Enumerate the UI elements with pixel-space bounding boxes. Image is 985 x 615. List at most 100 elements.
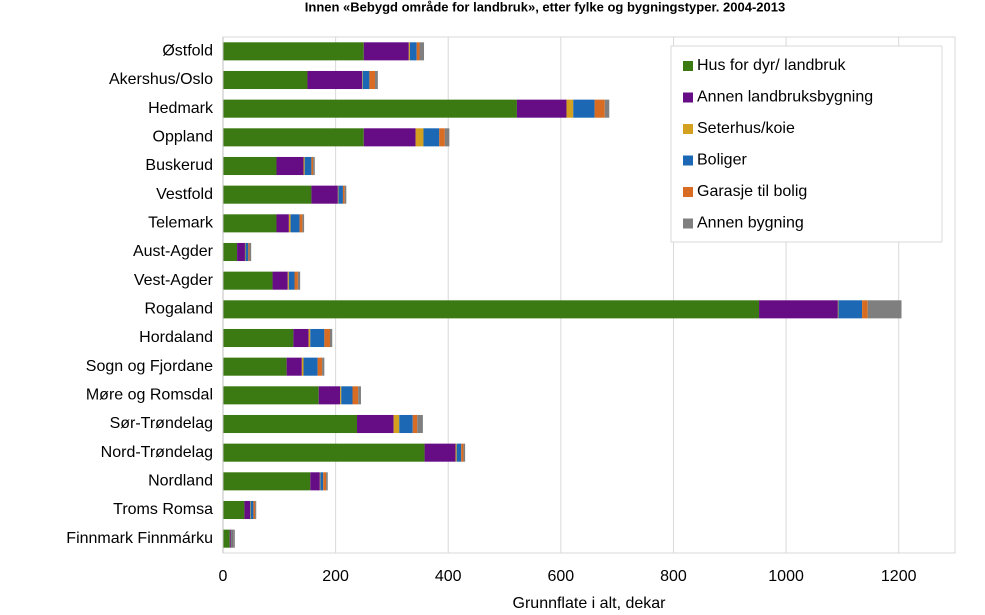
bar-segment [223, 214, 277, 233]
legend-label: Seterhus/koie [697, 120, 795, 137]
bar-segment [455, 443, 457, 462]
bar-segment [363, 128, 416, 147]
bar-segment [244, 242, 246, 262]
bar-segment [297, 271, 301, 290]
bar-segment [363, 42, 409, 61]
legend-swatch [683, 61, 693, 71]
bar-segment [313, 156, 315, 176]
bar-segment [358, 386, 361, 405]
bar-segment [223, 156, 277, 176]
y-tick-label: Telemark [148, 215, 214, 232]
bar-segment [323, 472, 327, 491]
bar-segment [326, 472, 328, 491]
y-tick-label: Akershus/Oslo [109, 71, 213, 88]
bar-segment [344, 185, 347, 204]
bar-segment [303, 156, 305, 176]
bar-segment [223, 414, 358, 434]
x-tick-label: 0 [219, 568, 228, 585]
y-tick-label: Vestfold [156, 186, 213, 203]
bar-segment [337, 185, 339, 204]
bar-segment [444, 128, 450, 147]
bar-segment [223, 185, 312, 204]
bar-segment [573, 99, 595, 118]
legend-swatch [683, 124, 693, 134]
bar-segment [338, 185, 343, 204]
bar-segment [461, 443, 464, 462]
bar-segment [249, 242, 252, 262]
bar-segment [250, 500, 251, 520]
y-tick-label: Troms Romsa [113, 501, 213, 518]
x-tick-label: 1200 [881, 568, 917, 585]
bar-segment [362, 70, 363, 90]
bar-segment [317, 357, 323, 376]
bar-segment [423, 128, 440, 147]
bar-segment [867, 300, 902, 319]
bar-segment [308, 328, 311, 348]
bar-segment [303, 357, 318, 376]
bar-segment [223, 529, 230, 548]
bar-segment [223, 42, 364, 61]
y-tick-label: Hordaland [139, 329, 213, 346]
y-tick-label: Møre og Romsdal [86, 387, 213, 404]
bar-segment [223, 328, 294, 348]
bar-segment [294, 271, 298, 290]
bar-segment [302, 214, 305, 233]
bar-segment [310, 328, 325, 348]
bar-segment [375, 70, 378, 90]
bar-segment [250, 500, 254, 520]
bar-segment [255, 500, 257, 520]
bar-segment [223, 500, 245, 520]
bar-segment [223, 357, 287, 376]
bar-segment [230, 529, 232, 548]
bar-segment [223, 271, 273, 290]
bar-segment [341, 386, 353, 405]
bar-segment [369, 70, 376, 90]
bar-segment [419, 42, 425, 61]
y-tick-label: Buskerud [145, 157, 213, 174]
bar-segment [276, 156, 304, 176]
bar-segment [417, 414, 423, 434]
bar-segment [288, 271, 295, 290]
bar-segment [352, 386, 359, 405]
bar-segment [223, 99, 517, 118]
bar-segment [232, 529, 234, 548]
y-tick-label: Vest-Agder [134, 272, 214, 289]
bar-segment [223, 443, 425, 462]
bar-segment [223, 128, 364, 147]
bar-segment [408, 42, 410, 61]
bar-segment [223, 386, 319, 405]
bar-segment [307, 70, 363, 90]
bar-segment [319, 472, 321, 491]
bar-segment [223, 70, 308, 90]
bar-segment [862, 300, 868, 319]
bar-segment [362, 70, 370, 90]
bar-segment [286, 357, 302, 376]
bar-segment [231, 529, 233, 548]
bar-segment [223, 472, 311, 491]
x-tick-label: 600 [547, 568, 574, 585]
bar-segment [415, 128, 424, 147]
bar-segment [299, 214, 303, 233]
bar-segment [759, 300, 838, 319]
bar-segment [837, 300, 839, 319]
legend-swatch [683, 218, 693, 229]
bar-segment [322, 357, 325, 376]
bar-segment [304, 156, 312, 176]
bar-segment [416, 42, 420, 61]
bar-segment [272, 271, 288, 290]
bar-segment [288, 214, 291, 233]
y-tick-label: Aust-Agder [133, 243, 214, 260]
bar-segment [604, 99, 610, 118]
bar-segment [245, 242, 249, 262]
bar-segment [456, 443, 462, 462]
bar-segment [342, 185, 345, 204]
y-tick-label: Rogaland [145, 301, 214, 318]
x-tick-label: 400 [435, 568, 462, 585]
bar-segment [223, 300, 760, 319]
bar-segment [237, 242, 245, 262]
legend-swatch [683, 92, 693, 103]
bar-segment [253, 500, 256, 520]
legend-label: Hus for dyr/ landbruk [697, 57, 847, 74]
bar-segment [287, 271, 289, 290]
